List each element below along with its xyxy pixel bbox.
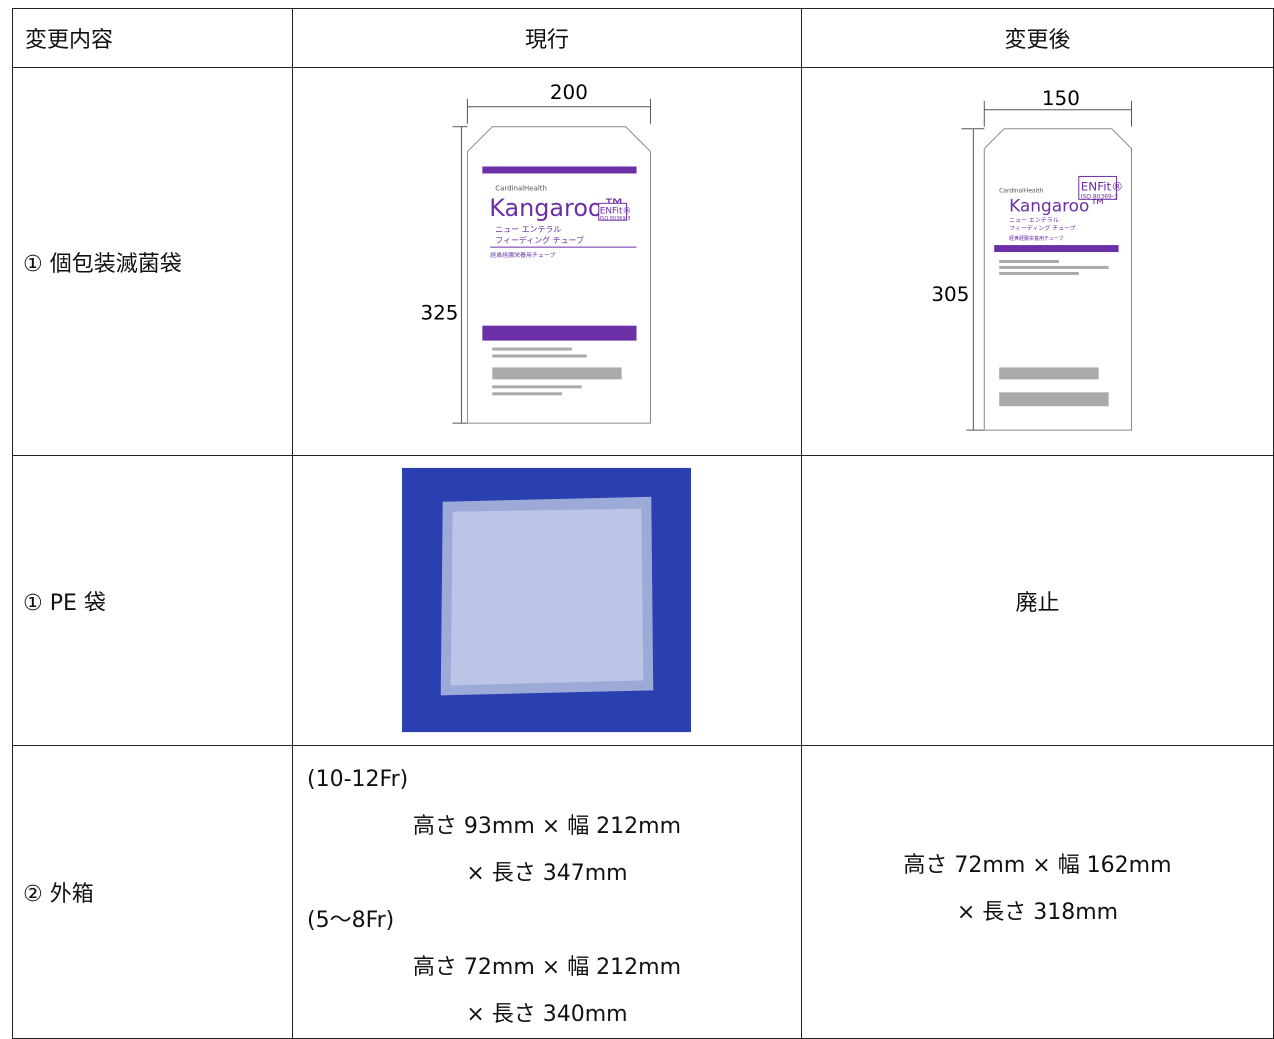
height-label: 325	[421, 301, 459, 324]
standard: ISO 80369-3	[1081, 193, 1118, 200]
brand: CardinalHealth	[495, 184, 547, 192]
connector: ENFit®	[1081, 179, 1123, 193]
text-line: 高さ 72mm × 幅 162mm	[903, 853, 1172, 878]
text-line: (5～8Fr)	[307, 908, 395, 933]
header-cell: 変更内容	[12, 8, 293, 68]
image-cell: 150 305 CardinalHealth Kangaroo™ ENFit® …	[800, 67, 1274, 456]
text-line: × 長さ 340mm	[466, 1002, 628, 1027]
width-label: 150	[1042, 86, 1080, 109]
name-line: フィーディング チューブ	[1009, 224, 1076, 232]
package-drawing: 150 305 CardinalHealth Kangaroo™ ENFit® …	[931, 86, 1132, 431]
text-line: × 長さ 347mm	[466, 861, 628, 886]
row: ① 個包装滅菌袋 200 325 CardinalHealth Kangaroo…	[12, 67, 1274, 456]
text-line: × 長さ 318mm	[956, 900, 1119, 925]
name-line: フィーディング チューブ	[495, 235, 584, 245]
subtitle: 経鼻経腸栄養用チューブ	[1009, 235, 1063, 242]
brand: CardinalHealth	[999, 187, 1043, 194]
item-cell: ② 外箱	[12, 745, 293, 1039]
header-cell: 現行	[292, 8, 802, 68]
name-line: ニュー エンテラル	[1009, 217, 1059, 224]
text-line: 高さ 93mm × 幅 212mm	[412, 814, 682, 839]
pe-bag-photo	[402, 467, 691, 732]
name-line: ニュー エンテラル	[495, 225, 561, 234]
item-cell: ① 個包装滅菌袋	[12, 67, 293, 456]
height-label: 305	[931, 282, 969, 305]
subtitle: 経鼻経腸栄養用チューブ	[490, 251, 555, 259]
text-cell: 廃止	[800, 455, 1274, 746]
product: Kangaroo™	[1009, 195, 1106, 215]
text-lines: (10-12Fr) 高さ 93mm × 幅 212mm × 長さ 347mm (5～8…	[293, 756, 801, 1038]
row: ② 外箱 (10-12Fr) 高さ 93mm × 幅 212mm × 長さ 347m…	[12, 745, 1274, 1039]
width-label: 200	[550, 80, 588, 103]
text-line: (10-12Fr)	[307, 767, 409, 792]
header-row: 変更内容 現行 変更後	[12, 8, 1274, 68]
package-drawing: 200 325 CardinalHealth Kangaroo™ ENFit® …	[421, 80, 651, 424]
text-lines: 高さ 72mm × 幅 162mm × 長さ 318mm	[802, 842, 1273, 936]
text-line: 高さ 72mm × 幅 212mm	[412, 955, 682, 980]
item-cell: ① PE 袋	[12, 455, 293, 746]
connector: ENFit®	[600, 206, 632, 216]
text-cell: 高さ 72mm × 幅 162mm × 長さ 318mm	[800, 745, 1274, 1039]
header-cell: 変更後	[800, 8, 1274, 68]
row: ① PE 袋 廃止	[12, 455, 1274, 746]
comparison-table: 変更内容 現行 変更後 ① 個包装滅菌袋 200 325 CardinalHea…	[12, 8, 1274, 1039]
standard: ISO 80369-3	[600, 216, 631, 222]
image-cell	[292, 455, 802, 746]
image-cell: 200 325 CardinalHealth Kangaroo™ ENFit® …	[292, 67, 802, 456]
text-cell: (10-12Fr) 高さ 93mm × 幅 212mm × 長さ 347mm (5～8…	[292, 745, 802, 1039]
